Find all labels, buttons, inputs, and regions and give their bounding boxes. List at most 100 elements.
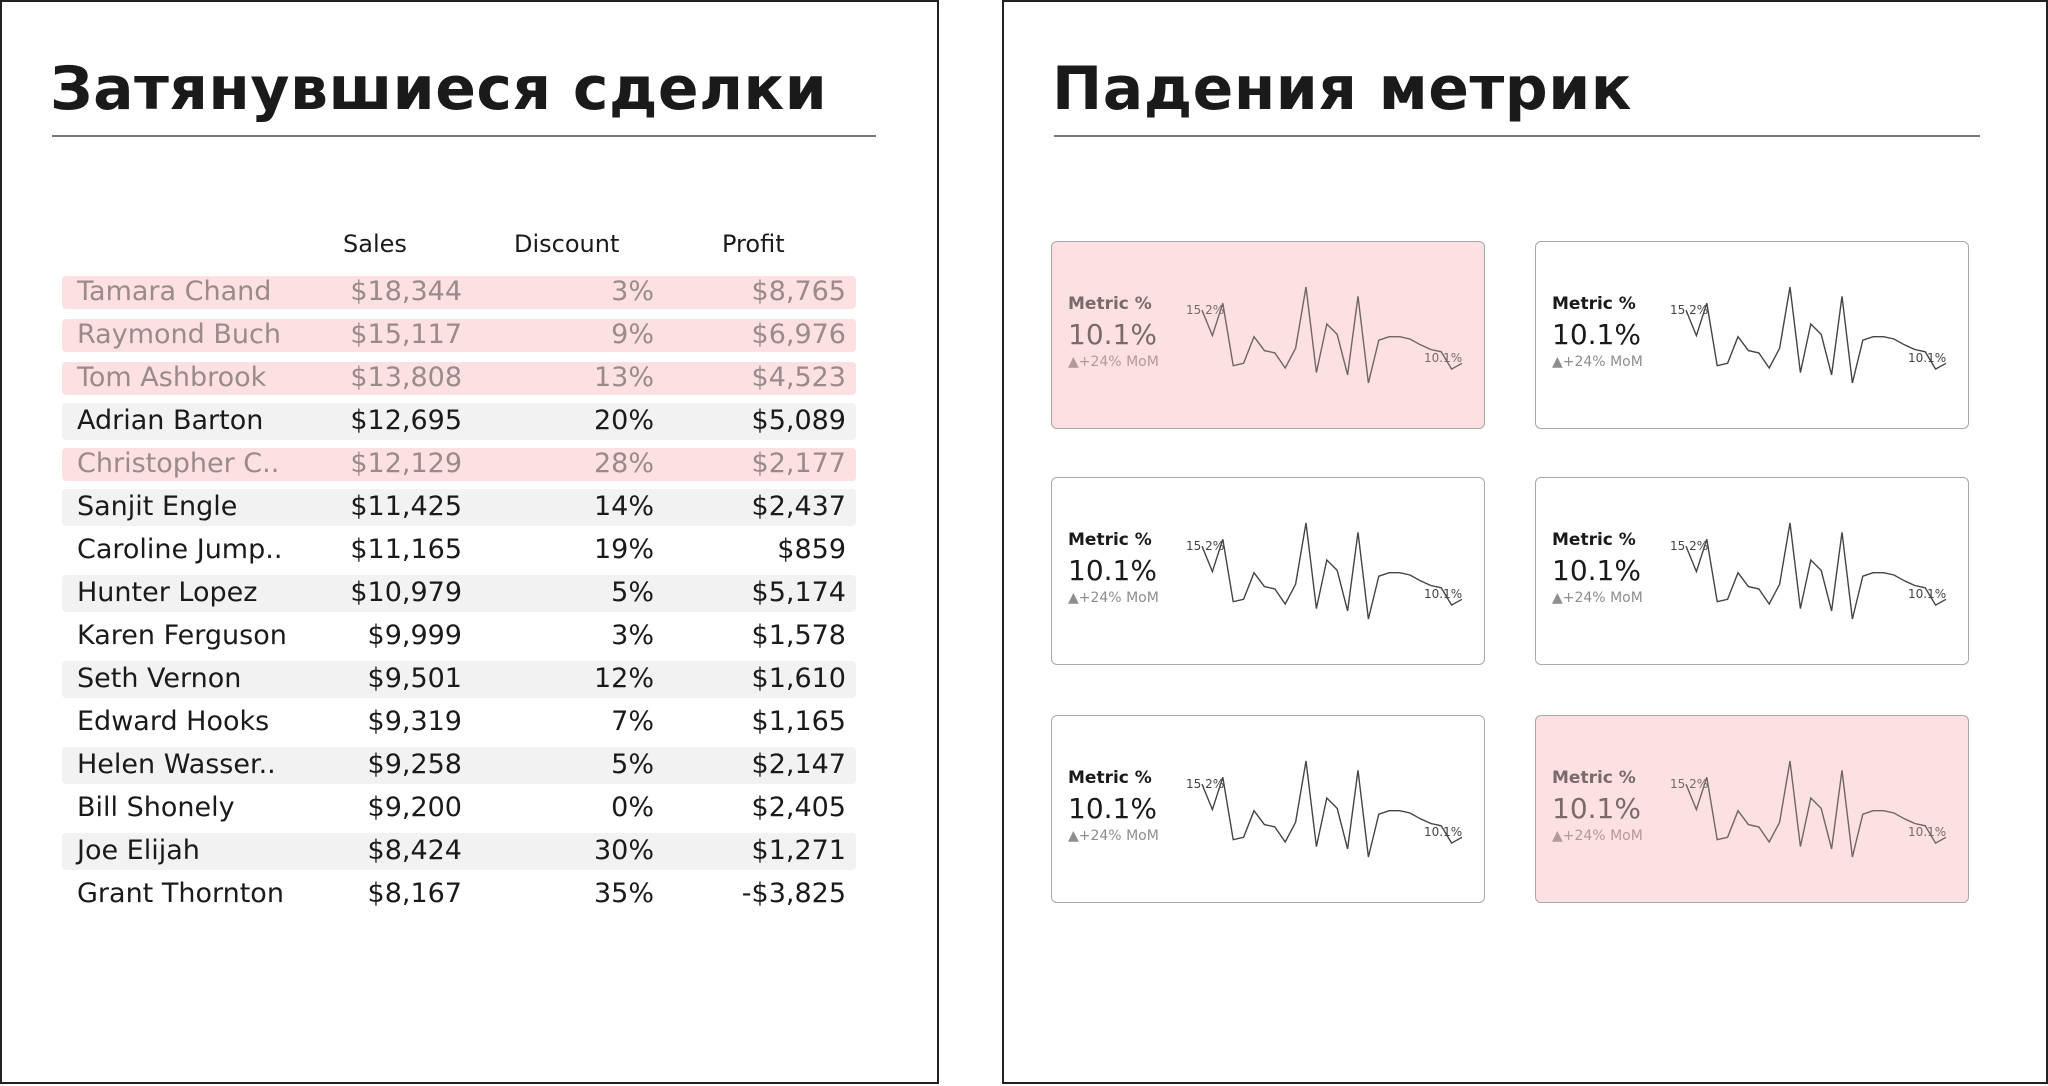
cell-profit: $1,610 — [751, 663, 846, 694]
sparkline-line — [1685, 286, 1947, 384]
cell-discount: 7% — [611, 706, 654, 737]
cell-profit: $2,177 — [751, 448, 846, 479]
cell-profit: $2,405 — [751, 792, 846, 823]
cell-name: Sanjit Engle — [77, 491, 238, 522]
cell-discount: 12% — [593, 663, 654, 694]
cell-sales: $12,695 — [350, 405, 462, 436]
title-divider — [1054, 135, 1980, 137]
cell-name: Adrian Barton — [77, 405, 264, 436]
sparkline-chart: 15.2% 10.1% — [1670, 760, 1947, 858]
cell-name: Christopher C.. — [77, 448, 280, 479]
metric-value: 10.1% — [1068, 554, 1157, 587]
row-highlight — [62, 319, 856, 352]
cell-profit: $859 — [777, 534, 846, 565]
sparkline-end-label: 10.1% — [1424, 351, 1462, 365]
cell-sales: $8,424 — [367, 835, 462, 866]
metric-value: 10.1% — [1552, 792, 1641, 825]
cell-sales: $9,999 — [367, 620, 462, 651]
table-row: Helen Wasser.. $9,258 5% $2,147 — [62, 745, 856, 788]
sparkline-line — [1685, 522, 1947, 620]
table-row: Sanjit Engle $11,425 14% $2,437 — [62, 487, 856, 530]
cell-sales: $8,167 — [367, 878, 462, 909]
sparkline-line — [1201, 522, 1463, 620]
sparkline-end-label: 10.1% — [1424, 587, 1462, 601]
cell-sales: $9,319 — [367, 706, 462, 737]
cell-discount: 5% — [611, 749, 654, 780]
sparkline-start-label: 15.2% — [1670, 777, 1708, 791]
metric-drops-title: Падения метрик — [1052, 54, 1632, 124]
cell-discount: 30% — [593, 835, 654, 866]
sparkline-end-label: 10.1% — [1908, 587, 1946, 601]
cell-sales: $12,129 — [350, 448, 462, 479]
cell-profit: $6,976 — [751, 319, 846, 350]
column-header-sales: Sales — [343, 230, 407, 258]
table-row: Edward Hooks $9,319 7% $1,165 — [62, 702, 856, 745]
metric-delta: ▲+24% MoM — [1552, 354, 1643, 370]
cell-sales: $11,425 — [350, 491, 462, 522]
metric-card[interactable]: Metric % 10.1% ▲+24% MoM 15.2% 10.1% — [1051, 715, 1485, 903]
cell-profit: $8,765 — [751, 276, 846, 307]
cell-discount: 3% — [611, 620, 654, 651]
sparkline-start-label: 15.2% — [1186, 777, 1224, 791]
cell-discount: 14% — [593, 491, 654, 522]
cell-name: Hunter Lopez — [77, 577, 258, 608]
table-row: Seth Vernon $9,501 12% $1,610 — [62, 659, 856, 702]
row-highlight — [62, 661, 856, 698]
cell-sales: $13,808 — [350, 362, 462, 393]
cell-discount: 5% — [611, 577, 654, 608]
metric-label: Metric % — [1552, 294, 1636, 314]
table-row-flagged: Tamara Chand $18,344 3% $8,765 — [62, 272, 856, 315]
sparkline-chart: 15.2% 10.1% — [1670, 522, 1947, 620]
sparkline-end-label: 10.1% — [1908, 351, 1946, 365]
metric-value: 10.1% — [1068, 792, 1157, 825]
row-highlight — [62, 362, 856, 395]
row-highlight — [62, 448, 856, 481]
cell-sales: $9,501 — [367, 663, 462, 694]
table-row-flagged: Tom Ashbrook $13,808 13% $4,523 — [62, 358, 856, 401]
cell-profit: $2,437 — [751, 491, 846, 522]
sparkline-start-label: 15.2% — [1670, 539, 1708, 553]
cell-profit: $1,165 — [751, 706, 846, 737]
metric-label: Metric % — [1068, 530, 1152, 550]
table-row-flagged: Christopher C.. $12,129 28% $2,177 — [62, 444, 856, 487]
table-row: Bill Shonely $9,200 0% $2,405 — [62, 788, 856, 831]
metric-label: Metric % — [1068, 294, 1152, 314]
cell-discount: 0% — [611, 792, 654, 823]
deals-table-body: Tamara Chand $18,344 3% $8,765 Raymond Buch $… — [62, 272, 856, 917]
column-header-profit: Profit — [722, 230, 785, 258]
sparkline-chart: 15.2% 10.1% — [1670, 286, 1947, 384]
sparkline-line — [1201, 286, 1463, 384]
row-highlight — [62, 403, 856, 440]
metric-card[interactable]: Metric % 10.1% ▲+24% MoM 15.2% 10.1% — [1535, 241, 1969, 429]
table-row: Karen Ferguson $9,999 3% $1,578 — [62, 616, 856, 659]
cell-name: Raymond Buch — [77, 319, 281, 350]
metric-card[interactable]: Metric % 10.1% ▲+24% MoM 15.2% 10.1% — [1535, 477, 1969, 665]
cell-name: Tom Ashbrook — [77, 362, 267, 393]
cell-profit: $5,089 — [751, 405, 846, 436]
metric-card[interactable]: Metric % 10.1% ▲+24% MoM 15.2% 10.1% — [1051, 477, 1485, 665]
metric-card-flagged[interactable]: Metric % 10.1% ▲+24% MoM 15.2% 10.1% — [1535, 715, 1969, 903]
table-row-flagged: Raymond Buch $15,117 9% $6,976 — [62, 315, 856, 358]
cell-sales: $15,117 — [350, 319, 462, 350]
table-row: Hunter Lopez $10,979 5% $5,174 — [62, 573, 856, 616]
cell-name: Joe Elijah — [77, 835, 200, 866]
cell-sales: $10,979 — [350, 577, 462, 608]
sparkline-end-label: 10.1% — [1424, 825, 1462, 839]
cell-name: Helen Wasser.. — [77, 749, 276, 780]
cell-discount: 20% — [593, 405, 654, 436]
metric-delta: ▲+24% MoM — [1068, 828, 1159, 844]
metric-delta: ▲+24% MoM — [1068, 590, 1159, 606]
sparkline-start-label: 15.2% — [1186, 303, 1224, 317]
metric-label: Metric % — [1552, 530, 1636, 550]
cell-name: Edward Hooks — [77, 706, 270, 737]
cell-profit: $1,271 — [751, 835, 846, 866]
cell-sales: $11,165 — [350, 534, 462, 565]
stalled-deals-panel: Затянувшиеся сделки Sales Discount Profi… — [0, 0, 939, 1084]
sparkline-line — [1685, 760, 1947, 858]
sparkline-start-label: 15.2% — [1186, 539, 1224, 553]
cell-name: Tamara Chand — [77, 276, 272, 307]
metric-card-flagged[interactable]: Metric % 10.1% ▲+24% MoM 15.2% 10.1% — [1051, 241, 1485, 429]
title-divider — [52, 135, 876, 137]
cell-profit: $5,174 — [751, 577, 846, 608]
cell-sales: $18,344 — [350, 276, 462, 307]
